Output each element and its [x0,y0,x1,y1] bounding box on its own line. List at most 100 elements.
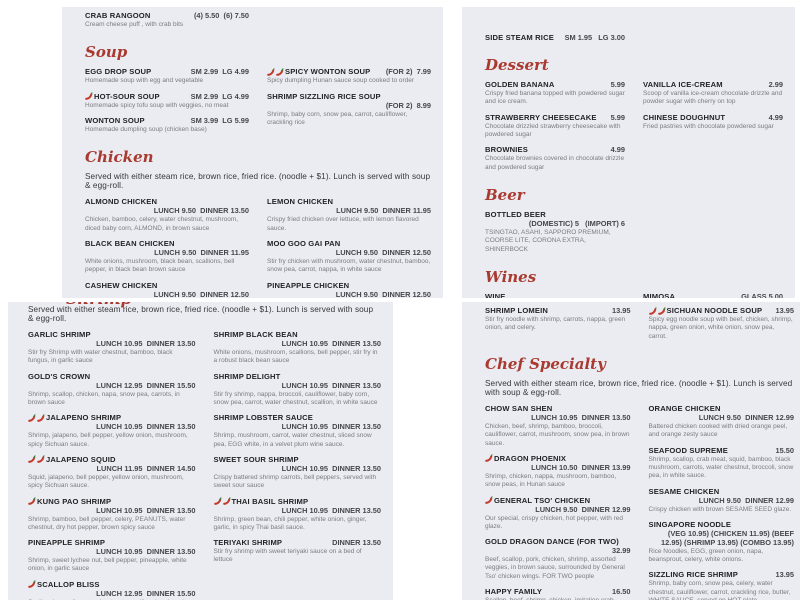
menu-item: SICHUAN NOODLE SOUP 13.95 Spicy egg noodle… [649,306,795,341]
item-line: GENERAL TSO' CHICKEN LUNCH 9.50 DINNER 12… [485,496,631,514]
item-name: TERIYAKI SHRIMP [213,538,283,548]
menu-column: GOLDEN BANANA 5.99 Crispy fried banana top… [485,80,625,178]
item-description: Shrimp, green bean, chili pepper, white … [213,515,367,531]
item-name: SEAFOOD SUPREME [648,445,728,455]
item-name: ORANGE CHICKEN [648,403,721,413]
item-name: GOLD DRAGON DANCE (FOR TWO) [485,537,619,547]
item-line: SIDE STEAM RICE SM 1.95 LG 3.00 [485,33,625,42]
menu-item: KUNG PAO SHRIMP LUNCH 10.95 DINNER 13.50 S… [28,497,196,533]
item-description: Cream cheese puff , with crab bits [85,21,184,28]
item-name: GOLD'S CROWN [28,371,91,381]
menu-column: EGG DROP SOUP SM 2.99 LG 4.99 Homemade sou… [85,67,249,140]
item-name: SIZZLING RICE SHRIMP [648,570,738,580]
chili-pepper-icon [85,92,93,100]
item-name: VANILLA ICE-CREAM [643,80,723,89]
item-line: BOTTLED BEER (DOMESTIC) 5 (IMPORT) 6 [485,210,625,228]
item-price: LUNCH 10.50 DINNER 13.99 [531,462,631,472]
chili-pepper-icon [28,580,36,589]
menu-section: SHRIMP LOMEIN 13.95 Stir fry noodle with s… [485,306,794,347]
menu-column: SHRIMP BLACK BEAN LUNCH 10.95 DINNER 13.5… [214,330,382,571]
item-name: SHRIMP SIZZLING RICE SOUP [267,91,381,101]
menu-item: JALAPENO SQUID LUNCH 11.95 DINNER 14.50 Sq… [28,455,196,491]
item-description: Homemade dumpling soup (chicken base) [85,125,207,133]
section-served-note: Served with either steam rice, brown ric… [485,378,793,397]
menu-item: CHOW SAN SHEN LUNCH 10.95 DINNER 13.50 Chi… [485,404,631,448]
menu-column: ORANGE CHICKEN LUNCH 9.50 DINNER 12.99 Bat… [649,404,795,600]
item-price: (DOMESTIC) 5 (IMPORT) 6 [528,218,625,228]
item-price: LUNCH 10.95 DINNER 13.50 [96,422,196,432]
item-description: Shrimp, scallop, crab meat, squid, bambo… [648,455,794,480]
section-columns: GARLIC SHRIMP LUNCH 10.95 DINNER 13.50 Sti… [28,330,381,600]
menu-column: VANILLA ICE-CREAM 2.99 Scoop of vanilla ic… [643,80,783,137]
item-line: GOLDEN BANANA 5.99 [485,80,625,89]
menu-section: Chicken Served with either steam rice, br… [85,148,431,298]
item-line: GOLD DRAGON DANCE (FOR TWO) 32.99 [485,537,631,555]
item-name: STRAWBERRY CHEESECAKE [485,112,597,122]
menu-section: Dessert GOLDEN BANANA 5.99 Crispy fried ban… [485,56,783,178]
item-line: STRAWBERRY CHEESECAKE 5.99 [485,113,625,122]
item-line: HAPPY FAMILY 16.50 [485,587,631,596]
item-price: LUNCH 9.50 DINNER 11.95 [336,206,431,216]
menu-item: STRAWBERRY CHEESECAKE 5.99 Chocolate drizz… [485,113,625,140]
item-description: Spicy dumpling Hunan sauce soup cooked t… [267,77,415,85]
item-price: (FOR 2) 8.99 [385,100,431,110]
item-name: THAI BASIL SHRIMP [231,496,309,506]
item-line: GOLD'S CROWN LUNCH 12.95 DINNER 15.50 [28,372,196,390]
menu-item: BLACK BEAN CHICKEN LUNCH 9.50 DINNER 11.9… [85,239,249,275]
item-line: SHRIMP SIZZLING RICE SOUP (FOR 2) 8.99 [267,92,431,110]
chili-pepper-icon [276,68,284,76]
item-price: LUNCH 10.95 DINNER 13.50 [96,505,196,515]
chili-pepper-icon [648,306,657,315]
item-description: Stir fry chicken with mushroom, water ch… [267,257,431,274]
item-line: BLACK BEAN CHICKEN LUNCH 9.50 DINNER 11.9… [85,239,249,257]
item-price: 13.95 [775,306,795,315]
item-description: Stir fry shrimp, nappa, broccoli, caulif… [213,390,378,406]
chili-pepper-icon [485,496,493,504]
menu-item: HOT-SOUR SOUP SM 2.99 LG 4.99 Homemade spi… [85,92,249,110]
menu-item: SESAME CHICKEN LUNCH 9.50 DINNER 12.99 Cri… [649,487,795,514]
item-price: 13.95 [775,570,795,580]
item-price: LUNCH 9.50 DINNER 11.95 [154,247,249,257]
menu-column: SIDE STEAM RICE SM 1.95 LG 3.00 [485,33,625,48]
menu-item: SHRIMP DELIGHT LUNCH 10.95 DINNER 13.50 St… [214,372,382,408]
section-columns: BOTTLED BEER (DOMESTIC) 5 (IMPORT) 6 TSING… [485,210,783,260]
item-name: SPICY WONTON SOUP [285,67,371,77]
item-line: MOO GOO GAI PAN LUNCH 9.50 DINNER 12.50 [267,239,431,257]
menu-section: Served with either steam rice, brown ric… [28,305,381,600]
section-header: Chef Specialty [485,354,606,373]
item-price: LUNCH 10.95 DINNER 13.50 [281,505,381,515]
item-line: GARLIC SHRIMP LUNCH 10.95 DINNER 13.50 [28,330,196,348]
item-line: WONTON SOUP SM 3.99 LG 5.99 [85,116,249,125]
item-price: LUNCH 10.95 DINNER 13.50 [281,422,381,432]
item-name: SHRIMP BLACK BEAN [213,330,298,339]
menu-item: SPICY WONTON SOUP (FOR 2) 7.99 Spicy dumpl… [267,67,431,85]
item-line: CASHEW CHICKEN LUNCH 9.50 DINNER 12.50 [85,281,249,299]
item-description: Shrimp, bamboo, bell pepper, celery, PEA… [28,515,186,531]
item-line: LEMON CHICKEN LUNCH 9.50 DINNER 11.95 [267,197,431,215]
item-description: Chicken, beef, shrimp, bamboo, broccoli,… [485,422,630,447]
menu-column: GARLIC SHRIMP LUNCH 10.95 DINNER 13.50 Sti… [28,330,196,600]
item-line: ALMOND CHICKEN LUNCH 9.50 DINNER 13.50 [85,197,249,215]
item-price: 15.50 [775,445,795,455]
item-description: Shrimp, scallop, chicken, napa, snow pea… [28,390,180,406]
item-description: Shrimp, chicken, nappa, mushroom, bamboo… [485,472,617,489]
item-line: SHRIMP LOMEIN 13.95 [485,306,631,315]
item-price: 4.99 [610,145,625,155]
chili-pepper-icon [657,306,666,315]
item-description: Fried pastries with chocolate powdered s… [643,122,774,130]
menu-column: WINESEE WINE LISTBELINIGLASS 5.00Peach S… [485,292,625,298]
section-columns: GOLDEN BANANA 5.99 Crispy fried banana top… [485,80,783,178]
item-name: JALAPENO SQUID [46,454,116,464]
menu-section: Chef Specialty Served with either steam r… [485,355,794,600]
item-line: MIMOSA GLASS 5.00 [643,292,783,298]
section-header: Chicken [85,148,154,167]
item-description: Shrimp, sweet lychee nut, bell pepper, p… [28,557,187,573]
item-name: CRAB RANGOON [85,11,151,20]
item-line: SHRIMP BLACK BEAN LUNCH 10.95 DINNER 13.5… [214,330,382,348]
item-line: KUNG PAO SHRIMP LUNCH 10.95 DINNER 13.50 [28,497,196,515]
item-line: SIZZLING RICE SHRIMP 13.95 [649,570,795,579]
item-line: SHRIMP LOBSTER SAUCE LUNCH 10.95 DINNER 1… [214,413,382,431]
